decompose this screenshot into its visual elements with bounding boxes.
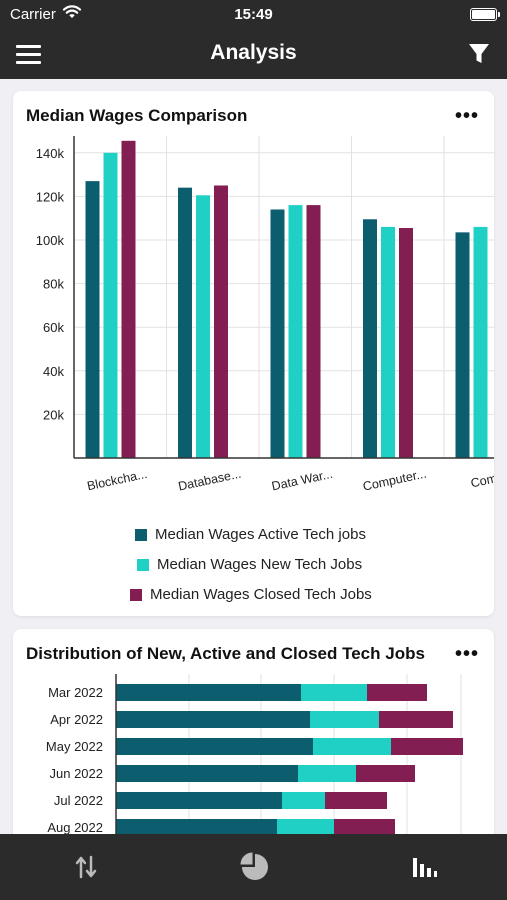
x-tick-label: Database... (177, 467, 242, 494)
pie-chart-icon[interactable] (240, 852, 270, 882)
bar-segment-closed (367, 684, 427, 701)
navigation-bar: Analysis (0, 30, 507, 79)
y-tick-label: Jul 2022 (54, 793, 103, 808)
wages-card-title: Median Wages Comparison (26, 106, 248, 125)
bar-closed (214, 185, 228, 458)
sort-icon[interactable] (71, 852, 101, 882)
bar-chart-icon[interactable] (409, 852, 439, 882)
y-tick-label: 100k (36, 233, 65, 248)
bar-new (288, 205, 303, 458)
bar-segment-active (116, 684, 301, 701)
y-tick-label: Apr 2022 (50, 712, 103, 727)
y-tick-label: 20k (43, 407, 64, 422)
clock: 15:49 (234, 6, 273, 23)
bar-segment-closed (325, 792, 387, 809)
legend-label-closed: Median Wages Closed Tech Jobs (150, 586, 372, 603)
wages-chart: 20k 40k 60k 80k 100k 120k 140k Blockcha... Datab… (36, 136, 494, 494)
bar-new (103, 152, 118, 458)
carrier-label: Carrier (10, 6, 56, 23)
bar-segment-new (310, 711, 379, 728)
legend-label-active: Median Wages Active Tech jobs (155, 526, 366, 543)
legend-swatch-closed (130, 589, 142, 601)
y-tick-label: 60k (43, 320, 64, 335)
y-tick-label: Aug 2022 (47, 820, 103, 835)
bar-segment-closed (334, 819, 395, 836)
legend-label-new: Median Wages New Tech Jobs (157, 556, 363, 573)
bar-segment-closed (379, 711, 453, 728)
x-tick-label: Blockcha... (86, 467, 149, 493)
distribution-card-title: Distribution of New, Active and Closed T… (26, 644, 425, 663)
battery-icon (470, 8, 500, 21)
x-tick-label: Data War... (270, 467, 334, 494)
y-tick-label: 80k (43, 277, 64, 292)
x-tick-label: Comp (469, 470, 494, 491)
y-tick-label: Jun 2022 (50, 766, 104, 781)
x-tick-label: Computer... (362, 467, 428, 494)
bar-closed (399, 228, 413, 458)
bar-active (455, 232, 470, 458)
bar-active (270, 209, 285, 458)
bar-active (363, 219, 377, 458)
bar-active (85, 181, 100, 458)
y-tick-label: May 2022 (46, 739, 103, 754)
bar-active (178, 187, 192, 458)
more-options-icon[interactable]: ••• (454, 105, 479, 127)
bar-segment-new (301, 684, 367, 701)
bar-segment-active (116, 711, 310, 728)
y-tick-label: 40k (43, 364, 64, 379)
status-bar: Carrier 15:49 (0, 0, 507, 30)
bar-closed (306, 205, 321, 458)
bar-new (473, 226, 488, 458)
bar-new (381, 226, 395, 458)
bar-segment-new (298, 765, 356, 782)
legend-swatch-active (135, 529, 147, 541)
bar-segment-closed (391, 738, 463, 755)
wages-card: Median Wages Comparison ••• 20k 40k 60k 80k… (13, 91, 494, 616)
y-tick-label: 120k (36, 189, 65, 204)
bar-segment-active (116, 792, 282, 809)
more-options-icon[interactable]: ••• (454, 643, 479, 665)
hamburger-menu-icon[interactable] (16, 43, 42, 65)
wifi-icon (62, 5, 82, 18)
y-tick-label: Mar 2022 (48, 685, 103, 700)
legend-swatch-new (137, 559, 149, 571)
y-tick-label: 140k (36, 146, 65, 161)
bar-closed (121, 140, 136, 458)
page-title: Analysis (210, 41, 297, 64)
bar-segment-closed (356, 765, 415, 782)
bar-segment-active (116, 765, 298, 782)
bar-new (196, 195, 210, 458)
tab-bar (0, 834, 507, 900)
bar-segment-new (282, 792, 325, 809)
bar-segment-new (313, 738, 391, 755)
filter-icon[interactable] (468, 43, 490, 65)
bar-segment-new (277, 819, 334, 836)
bar-segment-active (116, 738, 313, 755)
bar-segment-active (116, 819, 277, 836)
